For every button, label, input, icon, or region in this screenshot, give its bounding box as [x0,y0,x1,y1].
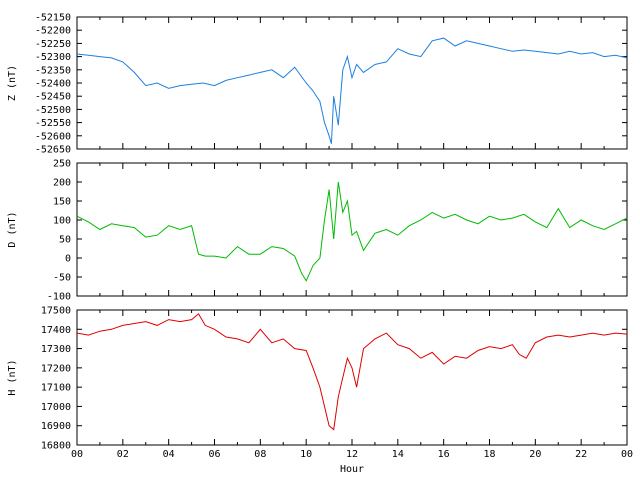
panel-2-xtick-label: 00 [621,449,633,460]
panel-2-xtick-label: 20 [529,449,541,460]
panel-0-series-line [76,37,628,144]
panel-0-ytick-label: -52550 [35,118,71,129]
panel-2-xtick-label: 12 [346,449,358,460]
panel-0-ytick-label: -52200 [35,26,71,37]
panel-1-series-line [76,181,628,282]
panel-2-frame [76,309,628,446]
panel-2-xlabel: Hour [340,464,364,475]
panel-2-xtick-label: 02 [117,449,129,460]
panel-1-frame [76,162,628,297]
panel-2-xtick-label: 10 [300,449,312,460]
panel-2-xtick-label: 18 [483,449,495,460]
panel-1-ytick-label: 200 [53,178,71,189]
panel-2-ylabel: H (nT) [7,359,18,395]
panel-1-ytick-label: -50 [53,273,71,284]
panel-2-xtick-label: 06 [208,449,220,460]
panel-0-ytick-label: -52650 [35,145,71,156]
panel-0-ytick-label: -52250 [35,39,71,50]
panel-0-ytick-label: -52600 [35,131,71,142]
panel-2-ytick-label: 17500 [41,306,71,317]
panel-0-ytick-label: -52500 [35,105,71,116]
panel-2-xtick-label: 22 [575,449,587,460]
panel-1-ytick-label: 150 [53,197,71,208]
panel-1-ytick-label: 100 [53,216,71,227]
panel-0-ytick-label: -52300 [35,52,71,63]
panel-2-xtick-label: 00 [71,449,83,460]
panel-2-xtick-label: 08 [254,449,266,460]
panel-0-frame [76,16,628,150]
panel-1-ytick-label: 0 [65,254,71,265]
panel-0-ytick-label: -52350 [35,65,71,76]
panel-0-ylabel: Z (nT) [7,65,18,101]
panel-1-ytick-label: -100 [47,292,71,303]
panel-2-ytick-label: 17300 [41,344,71,355]
panel-2-ytick-label: 17000 [41,402,71,413]
panel-2-xtick-label: 14 [392,449,404,460]
panel-0-ytick-label: -52400 [35,79,71,90]
panel-1-ylabel: D (nT) [7,211,18,247]
panel-2-ytick-label: 16800 [41,441,71,452]
panel-2-ytick-label: 17400 [41,325,71,336]
panel-2-xtick-label: 04 [163,449,175,460]
panel-1-ytick-label: 50 [59,235,71,246]
panel-2-xtick-label: 16 [438,449,450,460]
panel-0-ytick-label: -52150 [35,13,71,24]
panel-2-series-line [76,313,628,431]
panel-0-ytick-label: -52450 [35,92,71,103]
panel-2-ytick-label: 16900 [41,421,71,432]
panel-1-ytick-label: 250 [53,159,71,170]
panel-2-ytick-label: 17100 [41,383,71,394]
panel-2-ytick-label: 17200 [41,363,71,374]
